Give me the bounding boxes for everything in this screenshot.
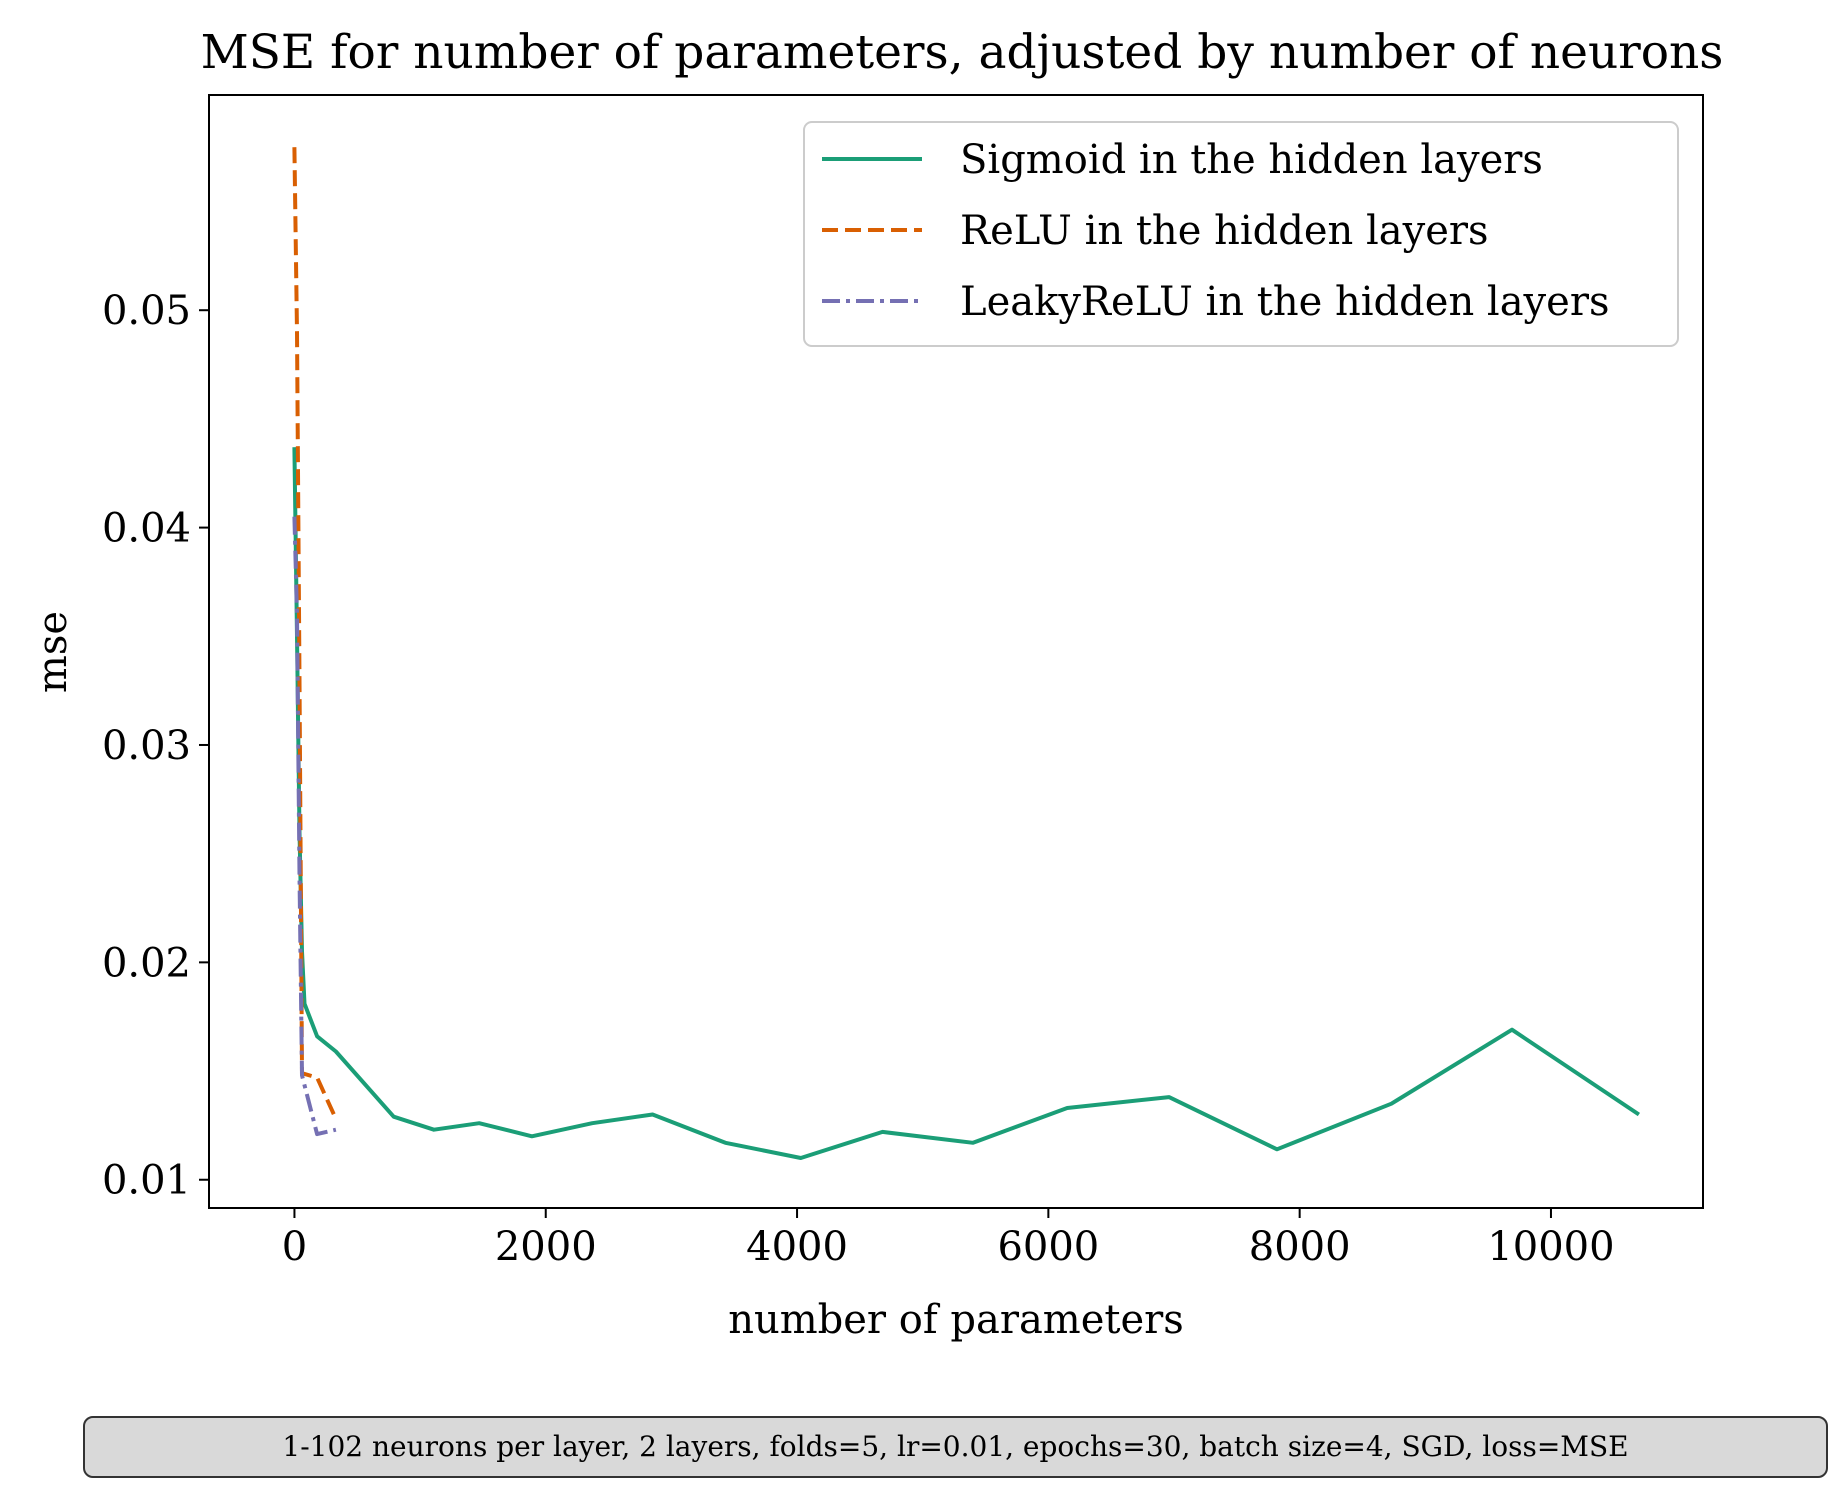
y-tick-label: 0.02 xyxy=(102,940,191,986)
plot-area-frame xyxy=(208,94,1704,1209)
legend-label-3: LeakyReLU in the hidden layers xyxy=(960,279,1609,325)
y-axis-label: mse xyxy=(30,611,76,693)
x-tick-label: 8000 xyxy=(1249,1224,1351,1270)
x-tick-label: 6000 xyxy=(997,1224,1099,1270)
series-line-2 xyxy=(292,147,338,1120)
legend: Sigmoid in the hidden layers ReLU in the … xyxy=(803,121,1679,347)
experiment-settings-caption: 1-102 neurons per layer, 2 layers, folds… xyxy=(83,1416,1828,1478)
y-axis-ticks: 0.01 0.02 0.03 0.04 0.05 xyxy=(102,288,209,1204)
y-tick-label: 0.03 xyxy=(102,723,191,769)
x-tick-label: 0 xyxy=(282,1224,307,1270)
series-line-1 xyxy=(292,447,1641,1160)
legend-box xyxy=(803,121,1679,347)
x-tick-label: 2000 xyxy=(495,1224,597,1270)
legend-label-1: Sigmoid in the hidden layers xyxy=(960,137,1543,183)
y-tick-label: 0.01 xyxy=(102,1158,191,1204)
legend-label-2: ReLU in the hidden layers xyxy=(960,208,1489,254)
x-axis-ticks: 0 2000 4000 6000 8000 10000 xyxy=(282,1208,1615,1270)
series-line-3 xyxy=(292,516,337,1137)
y-tick-label: 0.04 xyxy=(102,506,191,552)
chart-title: MSE for number of parameters, adjusted b… xyxy=(201,25,1724,80)
legend-entries: Sigmoid in the hidden layers ReLU in the … xyxy=(822,137,1609,325)
x-axis-label: number of parameters xyxy=(728,1297,1184,1343)
x-tick-label: 4000 xyxy=(746,1224,848,1270)
y-tick-label: 0.05 xyxy=(102,288,191,334)
x-tick-label: 10000 xyxy=(1487,1224,1614,1270)
series-layer xyxy=(292,147,1641,1160)
